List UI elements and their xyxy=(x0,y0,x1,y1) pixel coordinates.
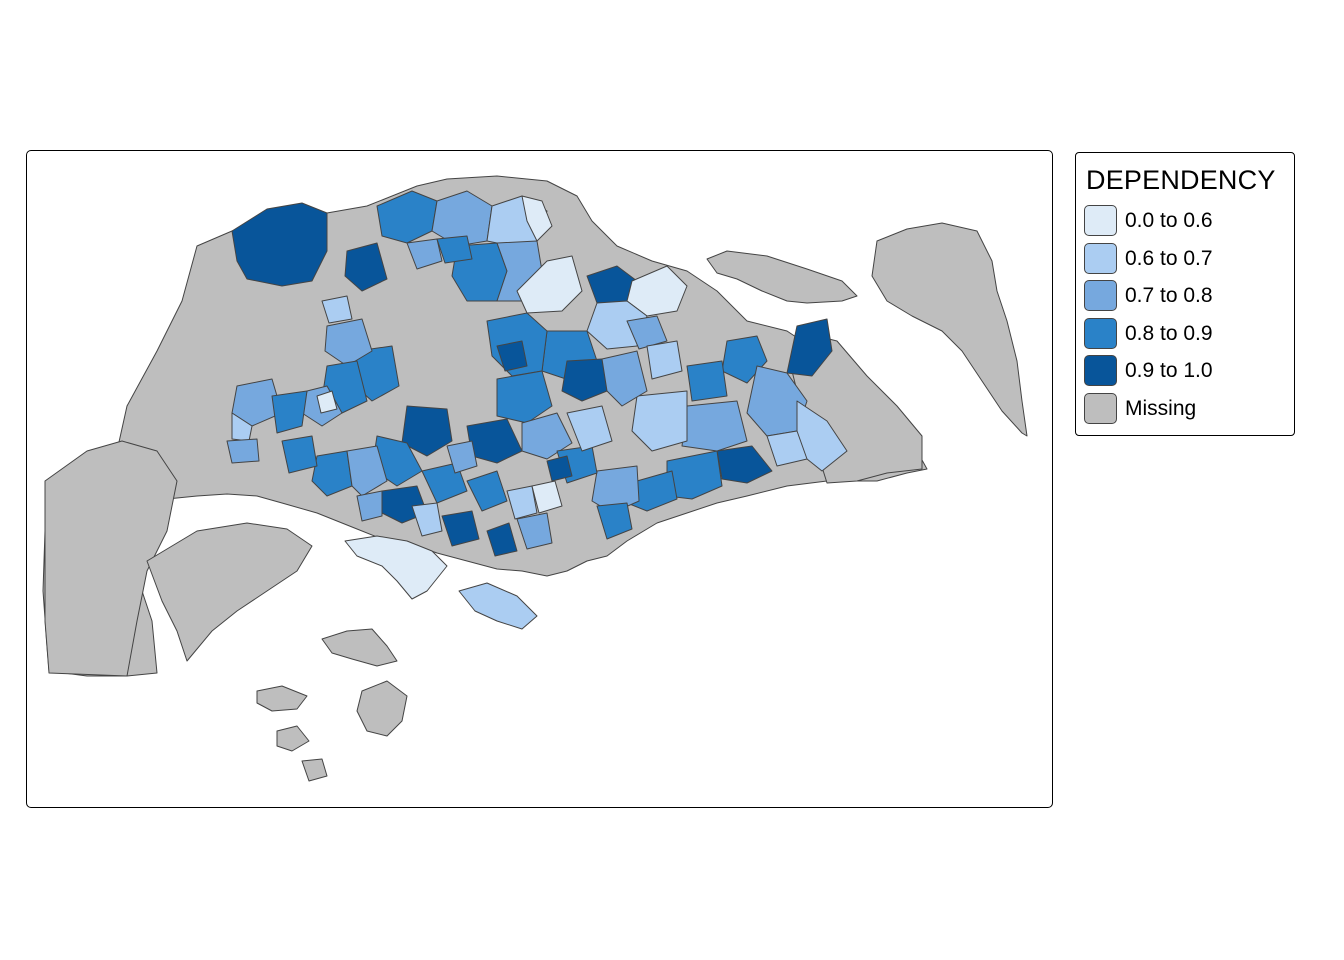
legend-label-1: 0.6 to 0.7 xyxy=(1125,247,1213,270)
subzone-mandai xyxy=(406,238,443,270)
legend-item-1: 0.6 to 0.7 xyxy=(1084,243,1289,275)
subzone-simei xyxy=(686,360,728,402)
subzone-bishan xyxy=(496,370,553,424)
subzone-mountbatten xyxy=(596,502,633,540)
west-wing xyxy=(44,440,178,677)
south-island-3 xyxy=(256,685,308,712)
subzone-kranji xyxy=(344,242,388,292)
subzone-pasir-panjang xyxy=(356,490,383,522)
legend-label-5: Missing xyxy=(1125,397,1197,420)
legend-label-2: 0.7 to 0.8 xyxy=(1125,284,1213,307)
legend-swatch-3 xyxy=(1084,318,1117,349)
legend-swatch-2 xyxy=(1084,280,1117,311)
subzone-rochor xyxy=(546,455,573,482)
jurong-island xyxy=(146,522,313,662)
subzone-bedok-c xyxy=(681,400,748,452)
legend-label-3: 0.8 to 0.9 xyxy=(1125,322,1213,345)
subzone-bukit-merah-b xyxy=(441,510,480,547)
subzone-marina-south xyxy=(516,512,553,550)
subzone-clementi-a xyxy=(311,450,353,497)
subzones xyxy=(226,190,848,557)
subzone-lim-chu-kang-north xyxy=(231,202,328,287)
legend-item-3: 0.8 to 0.9 xyxy=(1084,318,1289,350)
legend-item-2: 0.7 to 0.8 xyxy=(1084,280,1289,312)
subzone-sembawang xyxy=(521,195,553,242)
subzone-downtown-b xyxy=(531,480,563,514)
pulau-tekong xyxy=(871,222,1028,437)
sentosa xyxy=(458,582,538,630)
pulau-ubin xyxy=(706,250,858,304)
subzone-holland xyxy=(316,390,338,414)
subzone-serangoon xyxy=(601,350,648,407)
subzone-bukit-merah-a xyxy=(411,502,443,537)
subzone-sembawang-b xyxy=(436,235,473,264)
subzone-hillview xyxy=(281,435,318,474)
subzone-choa-chu-kang xyxy=(324,318,373,367)
subzone-jurong-east xyxy=(271,390,308,434)
subzone-hougang-b xyxy=(561,358,608,402)
subzone-loyang xyxy=(766,430,808,467)
map-legend: DEPENDENCY 0.0 to 0.6 0.6 to 0.7 0.7 to … xyxy=(1075,152,1295,436)
subzone-teban xyxy=(226,438,260,464)
legend-swatch-1 xyxy=(1084,243,1117,274)
south-island-5 xyxy=(301,758,328,782)
subzone-bukit-timah-a xyxy=(401,405,453,457)
choropleth-map xyxy=(42,175,1028,782)
subzone-outram xyxy=(486,522,518,557)
subzone-tanglin xyxy=(446,440,478,474)
south-island-2 xyxy=(356,680,408,737)
subzone-seletar-hills xyxy=(626,315,668,350)
subzone-pasir-ris xyxy=(786,318,833,377)
subzone-paya-lebar xyxy=(631,390,688,452)
legend-label-0: 0.0 to 0.6 xyxy=(1125,209,1213,232)
legend-swatch-4 xyxy=(1084,355,1117,386)
legend-item-5: Missing xyxy=(1084,393,1289,425)
legend-item-4: 0.9 to 1.0 xyxy=(1084,355,1289,387)
subzone-ang-mo-kio-b xyxy=(496,340,528,372)
south-island-4 xyxy=(276,725,310,752)
legend-item-0: 0.0 to 0.6 xyxy=(1084,205,1289,237)
legend-swatch-5 xyxy=(1084,393,1117,424)
subzone-yew-tee xyxy=(321,295,353,324)
subzone-bendemeer xyxy=(566,405,613,452)
south-island-1 xyxy=(321,628,398,667)
map-panel xyxy=(26,150,1053,808)
subzone-clementi-b xyxy=(346,445,388,497)
legend-swatch-0 xyxy=(1084,205,1117,236)
reclaimed-south xyxy=(344,535,448,600)
subzone-bedok-a xyxy=(716,445,773,484)
subzone-jurong-west-a xyxy=(231,378,283,427)
legend-label-4: 0.9 to 1.0 xyxy=(1125,359,1213,382)
subzone-tiong-bahru xyxy=(466,470,508,512)
subzone-lorong-chuan xyxy=(646,340,683,380)
subzone-downtown-a xyxy=(506,485,538,520)
legend-title: DEPENDENCY xyxy=(1086,165,1276,195)
